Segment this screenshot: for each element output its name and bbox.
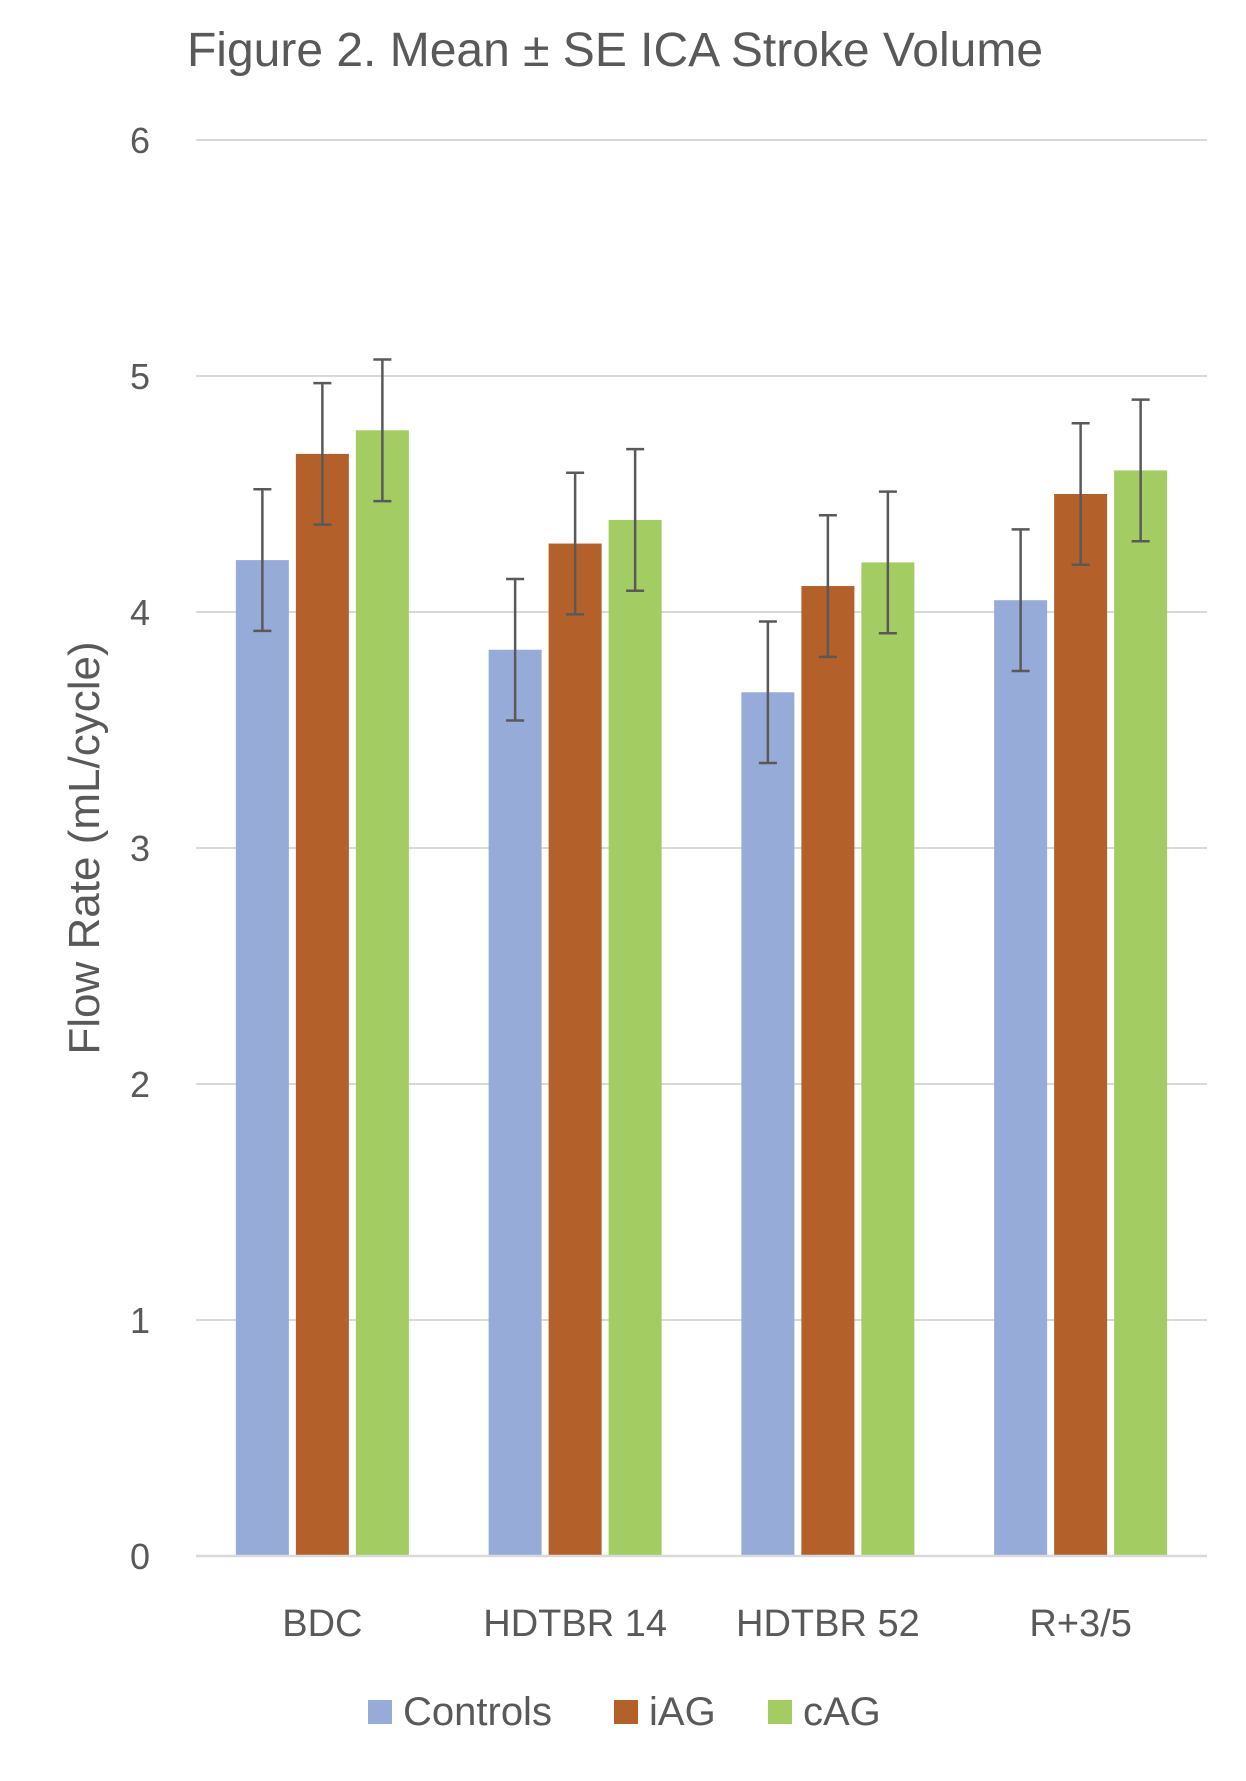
error-bar <box>253 488 272 633</box>
bar-cag-0 <box>355 430 409 1556</box>
chart-title: Figure 2. Mean ± SE ICA Stroke Volume <box>187 24 1043 77</box>
legend-item-controls[interactable]: Controls <box>368 1690 552 1734</box>
error-bar <box>878 490 897 635</box>
legend-label: cAG <box>803 1690 881 1734</box>
bar-iag-1 <box>548 543 602 1556</box>
bar-controls-1 <box>488 649 542 1556</box>
error-bar <box>566 471 585 616</box>
error-bar <box>626 447 645 593</box>
error-bar <box>818 513 837 659</box>
error-bar <box>313 381 332 526</box>
error-bar <box>373 358 392 503</box>
x-tick-label: HDTBR 14 <box>483 1603 667 1645</box>
bar-controls-0 <box>235 560 289 1556</box>
error-bar <box>758 620 777 765</box>
bar-cag-1 <box>608 519 662 1557</box>
legend-swatch <box>768 1700 792 1724</box>
legend-item-iag[interactable]: iAG <box>614 1690 716 1734</box>
bar-iag-2 <box>801 586 855 1556</box>
legend-label: iAG <box>649 1690 716 1734</box>
error-bar <box>1071 421 1090 567</box>
bar-iag-3 <box>1054 494 1108 1556</box>
bar-controls-2 <box>741 692 795 1556</box>
x-tick-label: BDC <box>282 1603 362 1645</box>
y-tick-label: 3 <box>130 828 150 869</box>
bar-iag-0 <box>295 453 349 1556</box>
error-bar <box>1011 528 1030 673</box>
legend-swatch <box>368 1700 392 1724</box>
bar-cag-3 <box>1114 470 1168 1556</box>
legend-item-cag[interactable]: cAG <box>768 1690 881 1734</box>
x-tick-label: R+3/5 <box>1029 1603 1131 1645</box>
error-bars <box>253 358 1150 765</box>
bar-controls-3 <box>994 600 1048 1556</box>
category-labels: BDC HDTBR 14 HDTBR 52 R+3/5 <box>282 1603 1132 1645</box>
legend-label: Controls <box>403 1690 552 1734</box>
y-tick-label: 0 <box>130 1536 150 1577</box>
y-axis-label: Flow Rate (mL/cycle) <box>60 641 109 1054</box>
y-tick-label: 6 <box>130 120 150 161</box>
error-bar <box>506 577 525 722</box>
bars <box>235 430 1168 1557</box>
x-tick-label: HDTBR 52 <box>736 1603 920 1645</box>
y-tick-label: 2 <box>130 1064 150 1105</box>
y-tick-labels: 0 1 2 3 4 5 6 <box>130 120 150 1577</box>
legend-swatch <box>614 1700 638 1724</box>
error-bar <box>1131 398 1150 543</box>
y-tick-label: 4 <box>130 592 150 633</box>
y-tick-label: 1 <box>130 1300 150 1341</box>
legend[interactable]: Controls iAG cAG <box>368 1690 881 1734</box>
bar-cag-2 <box>861 562 915 1556</box>
y-tick-label: 5 <box>130 356 150 397</box>
